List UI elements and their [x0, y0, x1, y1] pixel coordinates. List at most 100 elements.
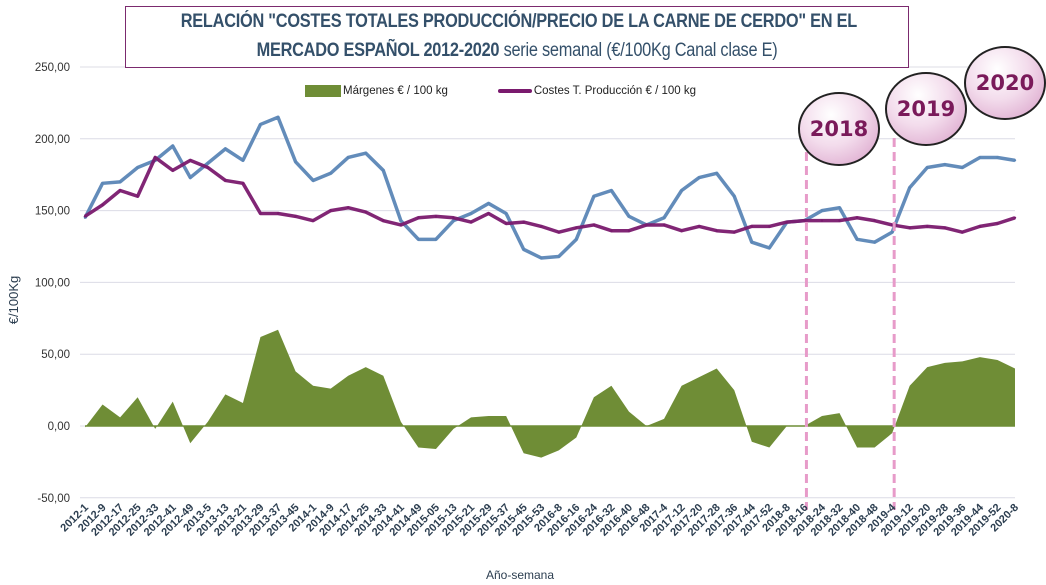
price-line-point — [189, 176, 192, 179]
costs-line-point — [961, 230, 964, 234]
price-line-point — [908, 186, 911, 189]
costs-line-point — [715, 229, 718, 232]
price-line-point — [733, 195, 736, 198]
costs-line-point — [662, 223, 666, 227]
costs-line-point — [224, 179, 227, 182]
price-line-point — [978, 156, 982, 159]
chart-title: RELACIÓN "COSTES TOTALES PRODUCCIÓN/PREC… — [125, 6, 909, 68]
y-tick-label: -50,00 — [37, 493, 70, 505]
price-line-point — [276, 116, 280, 119]
price-line-point — [961, 166, 964, 169]
price-line-point — [399, 219, 403, 222]
costs-line-point — [118, 189, 122, 192]
costs-line-point — [153, 156, 157, 159]
price-line-point — [206, 162, 210, 165]
price-line-point — [943, 163, 947, 166]
costs-line-point — [908, 226, 911, 230]
year-bubble-2018: 2018 — [798, 92, 880, 166]
year-bubble-2019: 2019 — [885, 72, 967, 146]
costs-line-point — [855, 216, 859, 219]
price-line-point — [434, 238, 438, 241]
y-axis-ticks: 250,00 200,00 150,00 100,00 50,00 0,00 -50,00 — [35, 62, 70, 505]
price-line-point — [592, 195, 596, 198]
legend-swatch-margins — [305, 85, 341, 97]
year-divider-lines — [804, 138, 896, 510]
price-line-point — [557, 255, 560, 258]
price-line-point — [838, 206, 841, 209]
costs-line-point — [1013, 216, 1017, 219]
costs-line-point — [189, 159, 192, 162]
costs-line-point — [873, 219, 876, 222]
costs-line-point — [399, 223, 403, 227]
price-line-point — [329, 172, 332, 175]
title-line-2-bold: MERCADO ESPAÑOL 2012-2020 — [256, 40, 500, 61]
price-line-point — [926, 166, 929, 169]
costs-line-point — [697, 225, 701, 228]
costs-line-point — [768, 225, 771, 228]
price-line-point — [697, 176, 701, 179]
price-line-point — [540, 256, 543, 260]
costs-line-point — [241, 182, 245, 185]
price-line-point — [750, 240, 753, 244]
costs-line-point — [276, 212, 280, 215]
costs-line-point — [83, 215, 87, 218]
price-line-point — [469, 212, 473, 215]
costs-line-point — [785, 220, 789, 224]
costs-line-point — [733, 230, 736, 234]
costs-line-point — [417, 216, 420, 219]
costs-line-point — [680, 229, 683, 232]
price-line-point — [118, 180, 122, 184]
price-line — [83, 115, 1016, 260]
x-axis-label: Año-semana — [486, 568, 554, 582]
costs-line-point — [750, 225, 753, 228]
costs-line-point — [347, 206, 350, 209]
y-tick-label: 100,00 — [35, 277, 70, 289]
price-line-point — [662, 216, 666, 219]
price-line-point — [1013, 159, 1017, 162]
costs-line-point — [136, 195, 139, 198]
costs-line-point — [820, 219, 824, 222]
costs-line-point — [259, 212, 262, 215]
costs-line-point — [434, 215, 438, 218]
price-line-point — [364, 151, 367, 155]
price-line-point — [241, 159, 245, 162]
price-line-point — [347, 156, 350, 159]
x-axis-ticks: 2012-12012-92012-172012-252012-332012-41… — [58, 501, 1021, 539]
price-line-point — [873, 240, 876, 244]
costs-line-point — [469, 220, 473, 224]
y-axis-label: €/100Kg — [6, 276, 21, 324]
costs-line-point — [452, 216, 455, 219]
price-line-point — [855, 238, 859, 241]
price-line-point — [575, 238, 578, 241]
costs-line-point — [522, 220, 525, 224]
costs-line-point — [592, 223, 596, 227]
price-line-point — [522, 248, 525, 251]
year-bubble-2020: 2020 — [964, 46, 1046, 120]
legend-label-costs: Costes T. Producción € / 100 kg — [533, 85, 697, 97]
margins-area — [85, 329, 1015, 458]
price-line-point — [136, 166, 139, 169]
costs-line-point — [978, 225, 982, 228]
costs-line-point — [206, 166, 210, 169]
costs-line-point — [926, 225, 929, 228]
price-line-point — [259, 123, 262, 126]
costs-line-point — [504, 222, 508, 225]
title-line-1: RELACIÓN "COSTES TOTALES PRODUCCIÓN/PREC… — [180, 11, 857, 32]
price-line-point — [996, 156, 999, 159]
costs-line-point — [311, 219, 315, 222]
costs-line — [84, 155, 1016, 234]
costs-line-point — [101, 203, 104, 207]
costs-line-point — [610, 229, 613, 232]
costs-line-point — [171, 169, 174, 172]
price-line-point — [382, 169, 385, 172]
price-line-point — [452, 219, 455, 222]
costs-line-point — [382, 219, 385, 222]
legend: Márgenes € / 100 kg Costes T. Producción… — [305, 85, 696, 97]
y-tick-label: 250,00 — [35, 62, 70, 74]
price-line-point — [417, 238, 420, 241]
y-tick-label: 50,00 — [41, 349, 70, 361]
costs-line-point — [487, 212, 490, 215]
price-line-point — [504, 212, 508, 215]
legend-label-margins: Márgenes € / 100 kg — [343, 85, 448, 97]
title-line-2: MERCADO ESPAÑOL 2012-2020 serie semanal … — [181, 36, 854, 65]
